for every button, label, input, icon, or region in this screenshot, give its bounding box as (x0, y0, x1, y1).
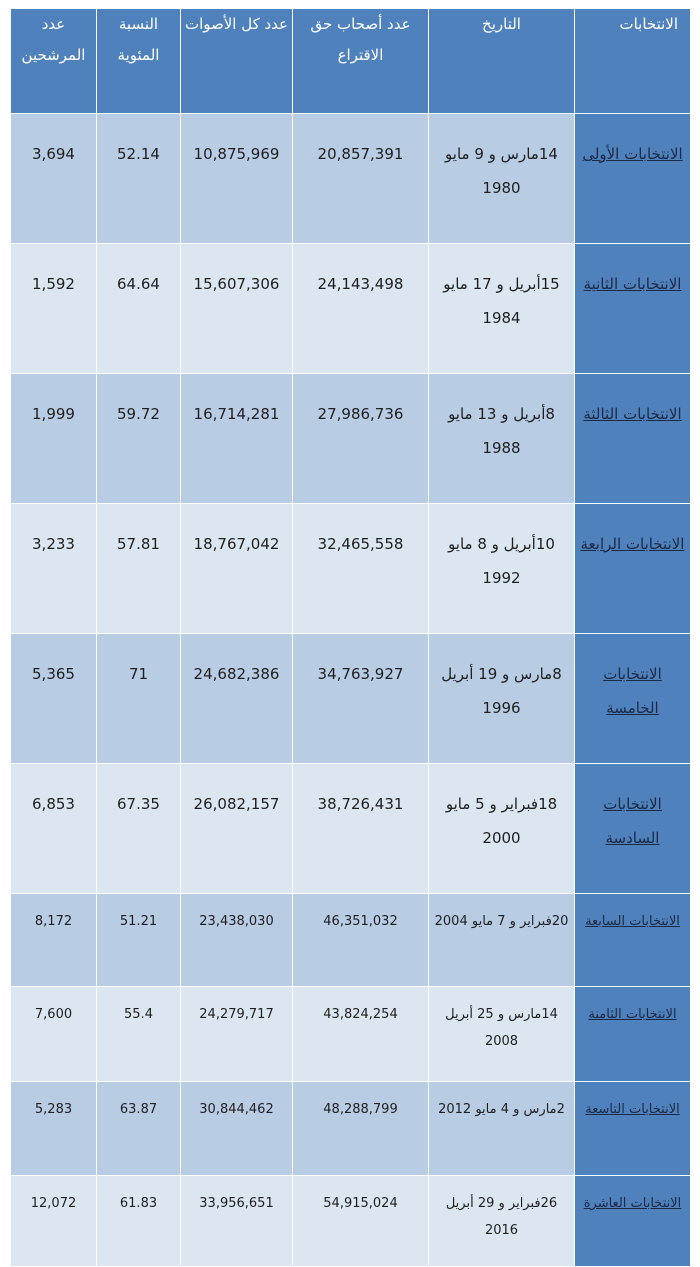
table-row: الانتخابات الخامسة 8مارس و 19 أبريل 1996… (10, 633, 691, 764)
turnout-percent: 71 (96, 633, 181, 764)
total-votes: 24,279,717 (180, 986, 293, 1082)
election-date: 2مارس و 4 مايو 2012 (428, 1081, 575, 1176)
candidate-count: 5,365 (10, 633, 97, 764)
election-name-link[interactable]: الانتخابات التاسعة (574, 1081, 691, 1176)
election-date: 10أبريل و 8 مايو 1992 (428, 503, 575, 634)
election-date: 8مارس و 19 أبريل 1996 (428, 633, 575, 764)
election-name-link[interactable]: الانتخابات السابعة (574, 893, 691, 987)
election-name-link[interactable]: الانتخابات العاشرة (574, 1175, 691, 1267)
total-votes: 33,956,651 (180, 1175, 293, 1267)
election-name-link[interactable]: الانتخابات الثالثة (574, 373, 691, 504)
table-row: الانتخابات العاشرة 26فبراير و 29 أبريل 2… (10, 1175, 691, 1267)
total-votes: 24,682,386 (180, 633, 293, 764)
registered-voters: 34,763,927 (292, 633, 429, 764)
election-name-link[interactable]: الانتخابات الثانية (574, 243, 691, 374)
turnout-percent: 51.21 (96, 893, 181, 987)
candidate-count: 5,283 (10, 1081, 97, 1176)
header-votes: عدد كل الأصوات (180, 8, 293, 114)
total-votes: 18,767,042 (180, 503, 293, 634)
election-date: 8أبريل و 13 مايو 1988 (428, 373, 575, 504)
total-votes: 23,438,030 (180, 893, 293, 987)
candidate-count: 12,072 (10, 1175, 97, 1267)
election-date: 18فبراير و 5 مايو 2000 (428, 763, 575, 894)
registered-voters: 24,143,498 (292, 243, 429, 374)
candidate-count: 8,172 (10, 893, 97, 987)
turnout-percent: 52.14 (96, 113, 181, 244)
candidate-count: 6,853 (10, 763, 97, 894)
total-votes: 16,714,281 (180, 373, 293, 504)
header-row: الانتخابات التاريخ عدد أصحاب حق الاقتراع… (10, 8, 691, 114)
turnout-percent: 64.64 (96, 243, 181, 374)
header-candidates: عدد المرشحين (10, 8, 97, 114)
table-row: الانتخابات الرابعة 10أبريل و 8 مايو 1992… (10, 503, 691, 634)
turnout-percent: 63.87 (96, 1081, 181, 1176)
header-elections: الانتخابات (574, 8, 691, 114)
candidate-count: 1,592 (10, 243, 97, 374)
turnout-percent: 57.81 (96, 503, 181, 634)
election-date: 14مارس و 25 أبريل 2008 (428, 986, 575, 1082)
registered-voters: 46,351,032 (292, 893, 429, 987)
table-row: الانتخابات السابعة 20فبراير و 7 مايو 200… (10, 893, 691, 987)
table-row: الانتخابات الثامنة 14مارس و 25 أبريل 200… (10, 986, 691, 1082)
election-date: 20فبراير و 7 مايو 2004 (428, 893, 575, 987)
turnout-percent: 55.4 (96, 986, 181, 1082)
table-row: الانتخابات الأولى 14مارس و 9 مايو 1980 2… (10, 113, 691, 244)
registered-voters: 32,465,558 (292, 503, 429, 634)
registered-voters: 38,726,431 (292, 763, 429, 894)
election-name-link[interactable]: الانتخابات السادسة (574, 763, 691, 894)
total-votes: 30,844,462 (180, 1081, 293, 1176)
election-date: 15أبريل و 17 مايو 1984 (428, 243, 575, 374)
registered-voters: 43,824,254 (292, 986, 429, 1082)
election-name-link[interactable]: الانتخابات الأولى (574, 113, 691, 244)
elections-table-container: الانتخابات التاريخ عدد أصحاب حق الاقتراع… (10, 8, 691, 1267)
elections-table: الانتخابات التاريخ عدد أصحاب حق الاقتراع… (10, 8, 691, 1267)
registered-voters: 20,857,391 (292, 113, 429, 244)
total-votes: 26,082,157 (180, 763, 293, 894)
table-row: الانتخابات التاسعة 2مارس و 4 مايو 2012 4… (10, 1081, 691, 1176)
table-row: الانتخابات الثالثة 8أبريل و 13 مايو 1988… (10, 373, 691, 504)
candidate-count: 1,999 (10, 373, 97, 504)
election-name-link[interactable]: الانتخابات الخامسة (574, 633, 691, 764)
header-date: التاريخ (428, 8, 575, 114)
candidate-count: 3,694 (10, 113, 97, 244)
registered-voters: 27,986,736 (292, 373, 429, 504)
header-registered: عدد أصحاب حق الاقتراع (292, 8, 429, 114)
header-percent: النسبة المئوية (96, 8, 181, 114)
election-date: 14مارس و 9 مايو 1980 (428, 113, 575, 244)
turnout-percent: 61.83 (96, 1175, 181, 1267)
total-votes: 10,875,969 (180, 113, 293, 244)
election-date: 26فبراير و 29 أبريل 2016 (428, 1175, 575, 1267)
registered-voters: 48,288,799 (292, 1081, 429, 1176)
election-name-link[interactable]: الانتخابات الرابعة (574, 503, 691, 634)
table-row: الانتخابات الثانية 15أبريل و 17 مايو 198… (10, 243, 691, 374)
candidate-count: 3,233 (10, 503, 97, 634)
table-row: الانتخابات السادسة 18فبراير و 5 مايو 200… (10, 763, 691, 894)
election-name-link[interactable]: الانتخابات الثامنة (574, 986, 691, 1082)
turnout-percent: 59.72 (96, 373, 181, 504)
total-votes: 15,607,306 (180, 243, 293, 374)
registered-voters: 54,915,024 (292, 1175, 429, 1267)
candidate-count: 7,600 (10, 986, 97, 1082)
turnout-percent: 67.35 (96, 763, 181, 894)
